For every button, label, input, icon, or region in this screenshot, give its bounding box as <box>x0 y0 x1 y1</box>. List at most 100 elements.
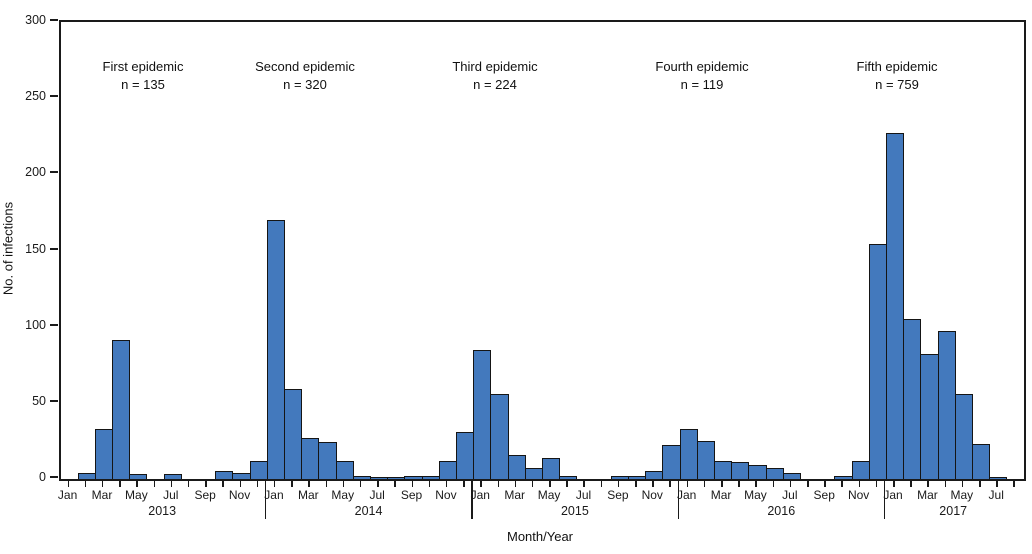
x-axis-tick <box>480 481 482 487</box>
x-axis-tick <box>566 481 568 487</box>
annotation-epidemic-5: Fifth epidemic n = 759 <box>857 58 938 94</box>
bar-nov-2016 <box>851 461 870 479</box>
month-label: Sep <box>194 488 216 502</box>
x-axis-tick <box>308 481 310 487</box>
bar-mar-2016 <box>713 461 733 479</box>
month-label: Jul <box>575 488 592 502</box>
x-axis-tick <box>738 481 740 487</box>
bar-feb-2017 <box>903 319 922 479</box>
month-label: Mar <box>91 488 113 502</box>
y-axis-tick-label: 50 <box>32 393 46 408</box>
x-axis-tick <box>755 481 757 487</box>
x-axis-tick <box>119 481 121 487</box>
month-label: May <box>125 488 148 502</box>
bar-oct-2014 <box>421 476 440 479</box>
x-axis-tick <box>205 481 207 487</box>
y-axis-tick <box>50 247 58 250</box>
x-axis-tick <box>617 481 620 487</box>
y-axis-tick-label: 250 <box>25 89 46 104</box>
bar-may-2016 <box>748 465 767 479</box>
bar-aug-2014 <box>387 477 406 479</box>
month-label: May <box>744 488 767 502</box>
x-axis-tick <box>514 481 517 487</box>
bar-jan-2017 <box>885 133 905 479</box>
x-axis-tick <box>1013 481 1015 487</box>
bar-nov-2013 <box>232 473 251 479</box>
y-axis-tick <box>50 171 58 174</box>
x-axis-tick <box>101 481 104 487</box>
year-label: 2014 <box>354 504 383 518</box>
x-axis-tick <box>256 481 259 487</box>
x-axis-tick <box>377 481 379 487</box>
annotation-epidemic-count: n = 224 <box>473 77 517 92</box>
annotation-epidemic-count: n = 119 <box>680 77 724 92</box>
year-label: 2017 <box>939 504 968 518</box>
y-axis-tick-label: 200 <box>25 165 46 180</box>
bar-oct-2016 <box>834 476 853 479</box>
x-axis-tick <box>187 481 190 487</box>
bar-jun-2016 <box>765 468 784 479</box>
x-axis-tick <box>910 481 912 487</box>
bar-apr-2017 <box>937 331 956 479</box>
x-axis-tick <box>428 481 431 487</box>
bar-mar-2014 <box>301 438 320 479</box>
x-axis-tick <box>497 481 499 487</box>
annotation-epidemic-label: Fifth epidemic <box>856 59 938 74</box>
bar-may-2017 <box>954 394 973 479</box>
x-axis-tick <box>359 481 362 487</box>
month-label: Mar <box>298 488 319 502</box>
bar-dec-2013 <box>249 461 268 479</box>
bar-feb-2014 <box>284 389 303 479</box>
x-axis-tick <box>600 481 603 487</box>
y-axis-tick <box>50 399 58 402</box>
bar-mar-2013 <box>94 429 114 479</box>
month-label: Jan <box>676 488 697 502</box>
x-axis-tick <box>153 481 156 487</box>
x-axis-tick <box>463 481 465 487</box>
bar-jul-2017 <box>989 477 1008 479</box>
month-label: Nov <box>641 488 663 502</box>
bar-apr-2016 <box>731 462 750 479</box>
x-axis-tick <box>84 481 87 487</box>
x-axis-tick <box>686 481 689 487</box>
plot-area <box>59 20 1026 481</box>
annotation-epidemic-label: Third epidemic <box>452 59 538 74</box>
annotation-epidemic-label: Second epidemic <box>255 59 355 74</box>
x-axis-title: Month/Year <box>506 529 574 544</box>
year-separator <box>471 479 473 519</box>
x-axis-tick <box>893 481 895 487</box>
month-label: Mar <box>917 488 938 502</box>
bar-feb-2013 <box>77 473 96 479</box>
annotation-epidemic-1: First epidemic n = 135 <box>103 58 184 94</box>
bar-oct-2015 <box>627 476 647 479</box>
x-axis-tick <box>325 481 328 487</box>
y-axis-tick-label: 300 <box>25 13 46 27</box>
x-axis-tick <box>136 481 138 487</box>
bar-may-2015 <box>542 458 561 479</box>
x-axis-tick <box>979 481 981 487</box>
y-axis-tick-label: 100 <box>25 317 46 332</box>
month-label: Nov <box>847 488 870 502</box>
month-label: Sep <box>400 488 423 502</box>
bar-jan-2016 <box>679 429 698 479</box>
bar-nov-2014 <box>438 461 457 479</box>
year-separator <box>883 479 886 519</box>
bar-oct-2013 <box>215 471 234 479</box>
x-axis-tick <box>445 481 448 487</box>
month-label: Mar <box>710 488 732 502</box>
y-axis-tick <box>50 476 58 478</box>
annotation-epidemic-2: Second epidemic n = 320 <box>255 58 355 94</box>
year-label: 2015 <box>560 504 589 518</box>
annotation-epidemic-4: Fourth epidemic n = 119 <box>655 58 748 94</box>
month-label: Jan <box>57 488 78 502</box>
bar-mar-2015 <box>507 455 526 479</box>
y-axis-tick <box>50 19 58 21</box>
bar-jul-2014 <box>370 477 389 479</box>
x-axis-tick <box>772 481 775 487</box>
x-axis-tick <box>239 481 242 487</box>
month-label: Nov <box>435 488 457 502</box>
bar-jun-2017 <box>971 444 991 479</box>
month-label: Jul <box>988 488 1004 502</box>
month-label: Jan <box>883 488 903 502</box>
